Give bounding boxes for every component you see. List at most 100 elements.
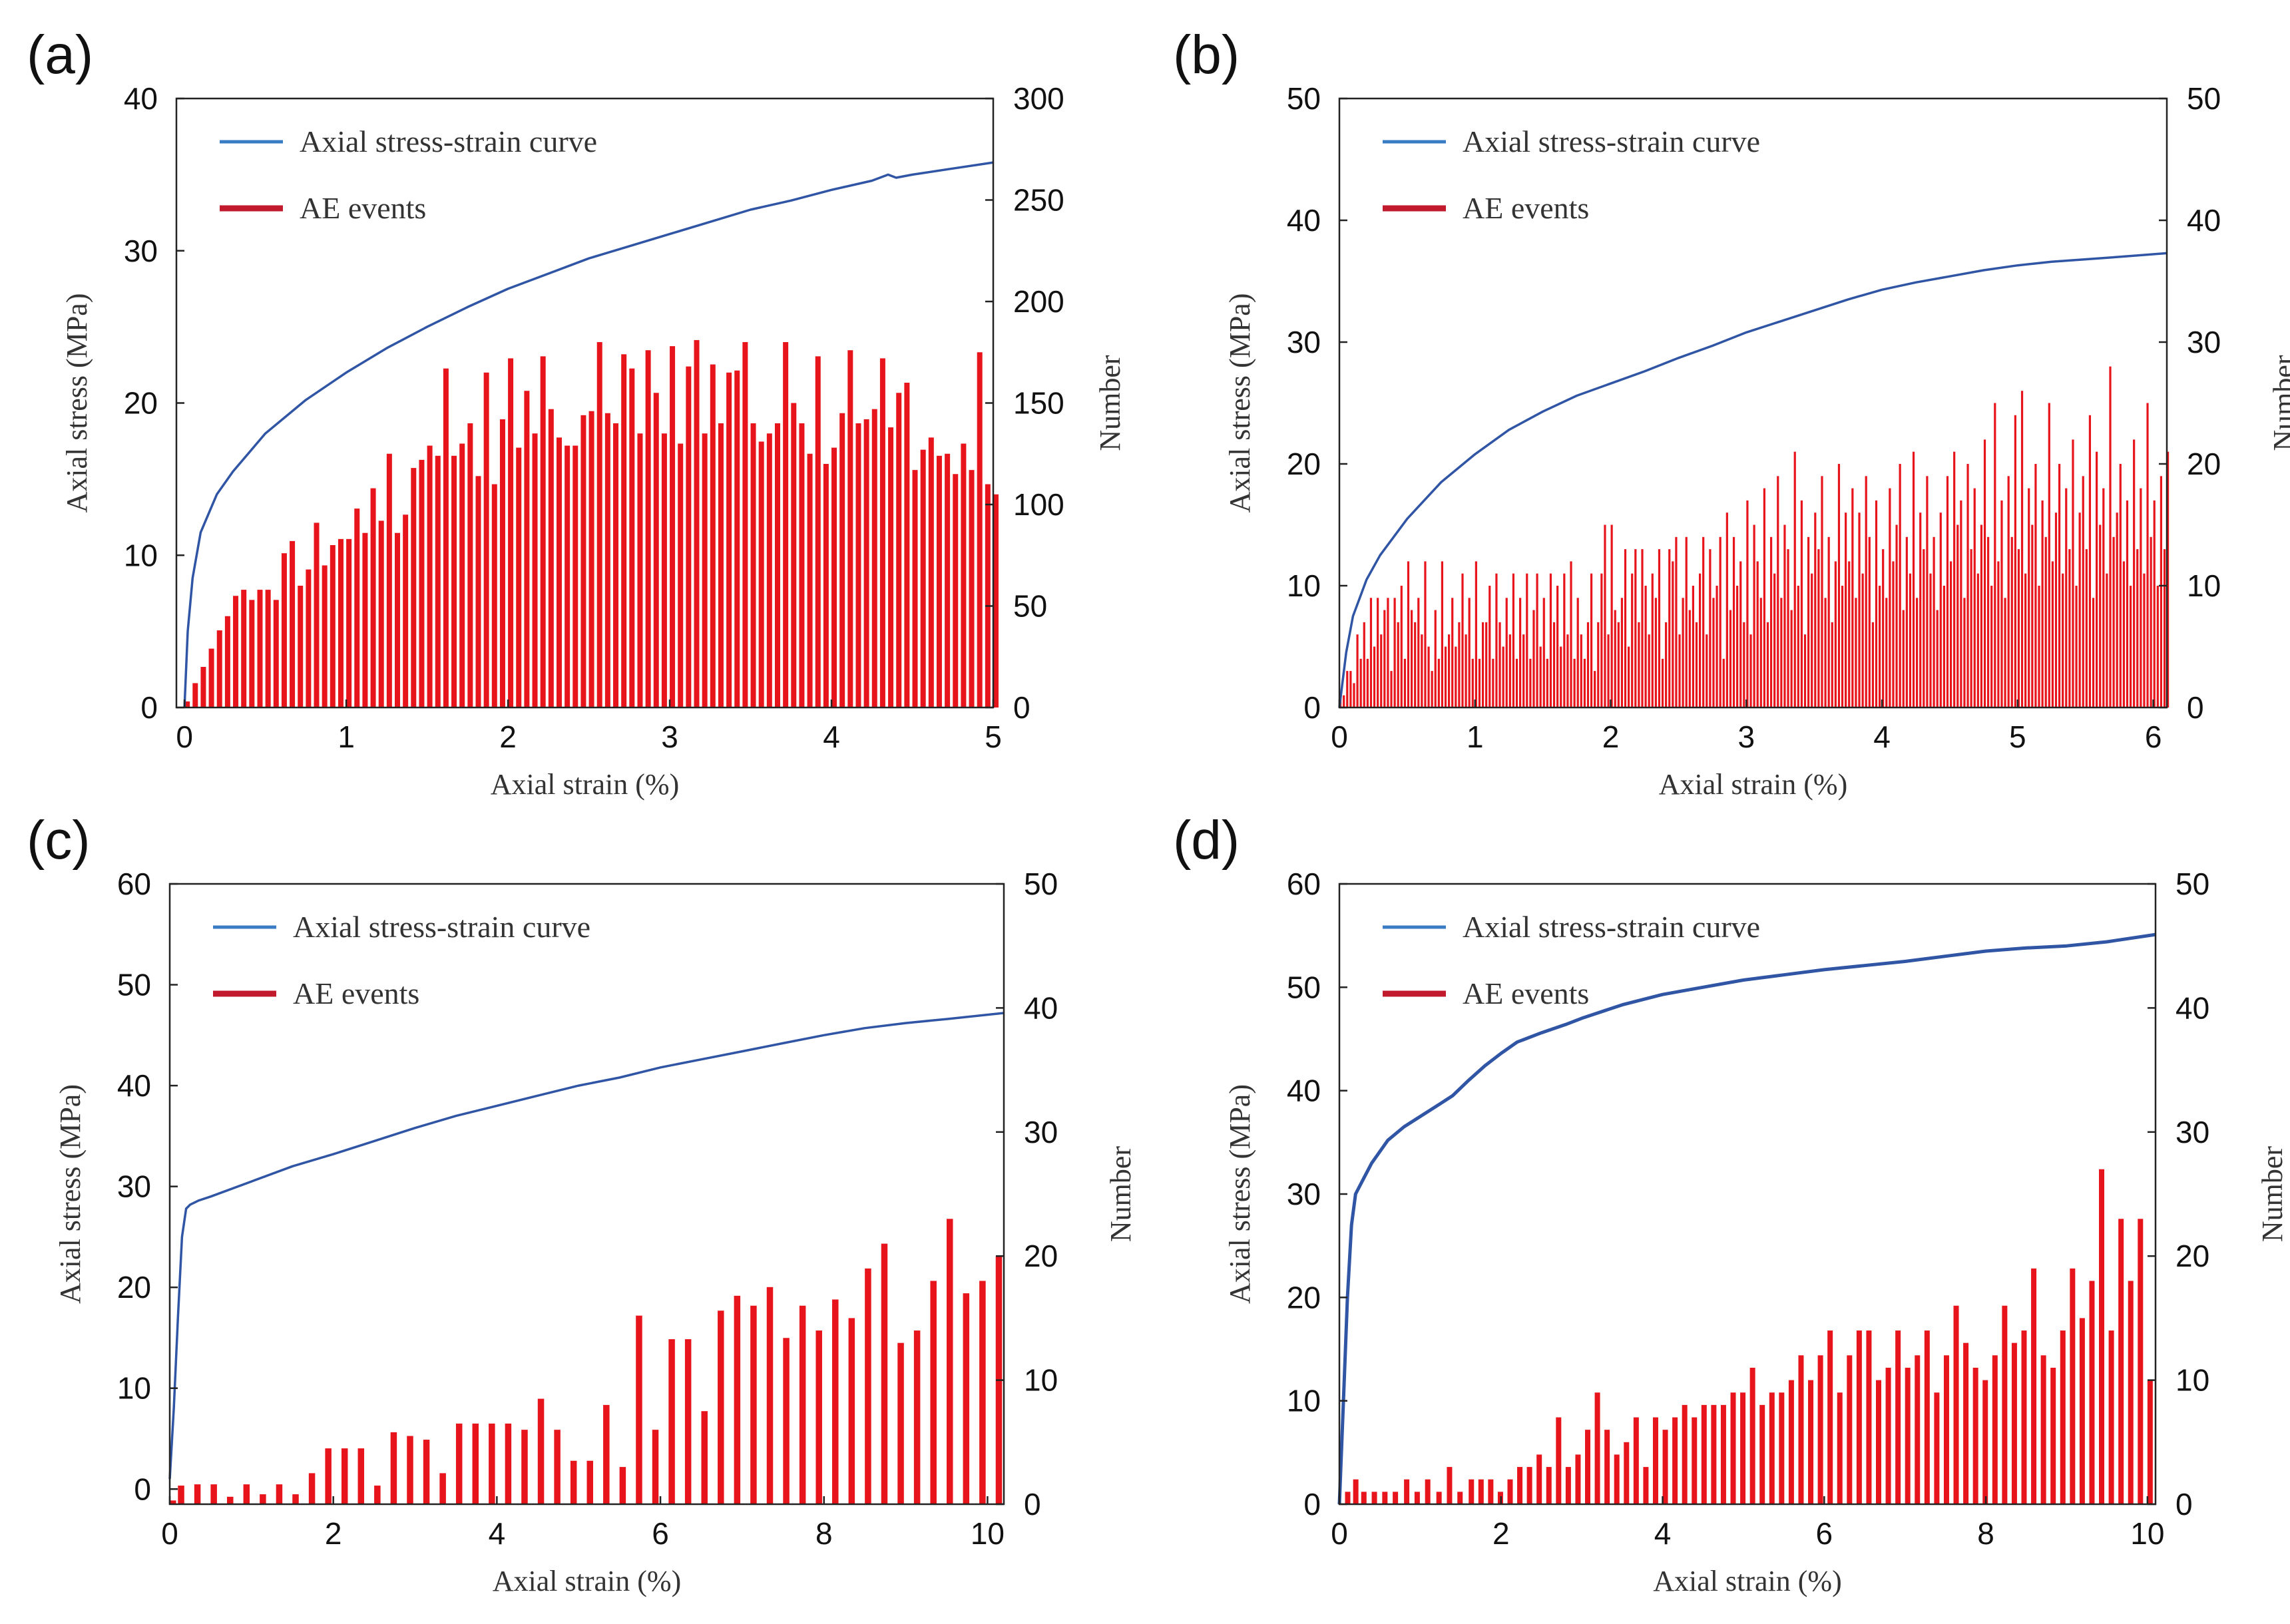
ae-bar [1787, 549, 1789, 708]
ae-bar [2075, 586, 2078, 708]
ae-bar [249, 600, 255, 708]
x-tick-label: 10 [971, 1516, 1005, 1551]
stress-strain-curve [168, 1012, 1005, 1480]
ae-bar [766, 1287, 774, 1504]
ae-bar [855, 423, 861, 708]
ae-bar [750, 423, 756, 708]
ae-bar [1749, 1367, 1755, 1504]
ae-bar [2119, 464, 2122, 708]
ae-bar [1607, 634, 1610, 708]
ae-bar [1780, 598, 1783, 708]
ae-bar [1461, 573, 1464, 708]
ae-bar [1919, 512, 1922, 708]
ae-bar [1515, 658, 1518, 708]
legend-label-ae: AE events [1463, 191, 1589, 225]
ae-bar [1345, 1492, 1351, 1504]
y-right-tick-label: 0 [1024, 1487, 1041, 1522]
ae-bar [1980, 524, 1983, 708]
ae-bar [774, 423, 780, 708]
x-tick-label: 1 [1467, 719, 1484, 754]
ae-bar [1892, 561, 1895, 708]
ae-bar [1709, 549, 1712, 708]
y-left-tick-label: 0 [1303, 690, 1321, 725]
y-right-tick-label: 50 [1013, 589, 1047, 624]
ae-bar [1692, 586, 1695, 708]
ae-bar [2078, 512, 2081, 708]
y-right-tick-label: 20 [2187, 447, 2221, 481]
ae-bar [1481, 622, 1485, 708]
ae-bar [1682, 1404, 1688, 1504]
ae-bar [1899, 464, 1901, 708]
y-right-tick-label: 200 [1013, 284, 1064, 319]
ae-bar [1923, 549, 1925, 708]
ae-bar [1837, 464, 1841, 708]
ae-bar [1620, 598, 1624, 708]
ae-bar [1876, 1380, 1882, 1504]
ae-bar [554, 1430, 561, 1504]
ae-bar [1343, 695, 1345, 708]
ae-bar [1404, 1479, 1410, 1504]
ae-bar [439, 1473, 446, 1504]
ae-bar [341, 1448, 348, 1504]
ae-bar [1841, 586, 1844, 708]
ae-bar [1371, 1492, 1377, 1504]
y-left-axis-title: Axial stress (MPa) [1224, 1084, 1256, 1304]
ae-bar [2065, 488, 2068, 708]
ae-bar [1692, 1417, 1698, 1504]
ae-bar [2062, 573, 2064, 708]
ae-bar [726, 372, 732, 708]
ae-bar [1909, 573, 1912, 708]
ae-bar [718, 423, 724, 708]
ae-bar [241, 590, 247, 708]
y-left-tick-label: 20 [124, 386, 158, 421]
ae-bar [224, 616, 230, 708]
y-left-tick-label: 0 [134, 1472, 151, 1506]
y-left-axis-title: Axial stress (MPa) [1224, 294, 1256, 513]
ae-bar [346, 538, 352, 708]
ae-bar [489, 1423, 495, 1504]
ae-bar [1926, 476, 1929, 708]
ae-bar [194, 1484, 201, 1504]
ae-bar [2028, 488, 2030, 708]
y-left-tick-label: 10 [124, 538, 158, 572]
ae-bar [1469, 1479, 1475, 1504]
y-right-axis-title: Number [1104, 1146, 1137, 1243]
x-tick-label: 2 [1492, 1516, 1510, 1551]
ae-bar [1566, 634, 1569, 708]
ae-bar [832, 1299, 839, 1504]
x-tick-label: 3 [1738, 719, 1755, 754]
ae-bar [2038, 586, 2040, 708]
ae-bar [1847, 1355, 1853, 1504]
ae-bar [2167, 451, 2170, 708]
ae-bar [1492, 658, 1494, 708]
ae-bar [928, 437, 934, 708]
ae-bar [1556, 586, 1559, 708]
ae-bar [1600, 573, 1603, 708]
ae-bar [823, 464, 829, 708]
ae-bar [1688, 610, 1691, 708]
ae-bar [1488, 586, 1491, 708]
ae-bar [1779, 1392, 1785, 1504]
ae-bar [2017, 549, 2020, 708]
ae-bar [378, 520, 384, 708]
y-left-tick-label: 20 [1287, 447, 1321, 481]
y-left-tick-label: 30 [1287, 1177, 1321, 1211]
ae-bar [1943, 586, 1945, 708]
ae-bar [1353, 683, 1355, 708]
ae-bar [265, 590, 271, 708]
ae-bar [1465, 634, 1467, 708]
ae-bar [1997, 561, 2000, 708]
ae-bar [2102, 488, 2105, 708]
ae-bar [1661, 658, 1664, 708]
ae-bar [791, 403, 797, 708]
ae-bar [1458, 622, 1461, 708]
ae-bar [508, 358, 514, 708]
ae-bar [499, 419, 505, 708]
ae-bar [537, 1398, 545, 1504]
ae-bar [1851, 488, 1854, 708]
ae-bar [1682, 598, 1684, 708]
chart-panel-a: (a)0 1 2 3 4 5010203040050100150200250300Axia… [27, 25, 1126, 801]
ae-bar [226, 1496, 234, 1504]
